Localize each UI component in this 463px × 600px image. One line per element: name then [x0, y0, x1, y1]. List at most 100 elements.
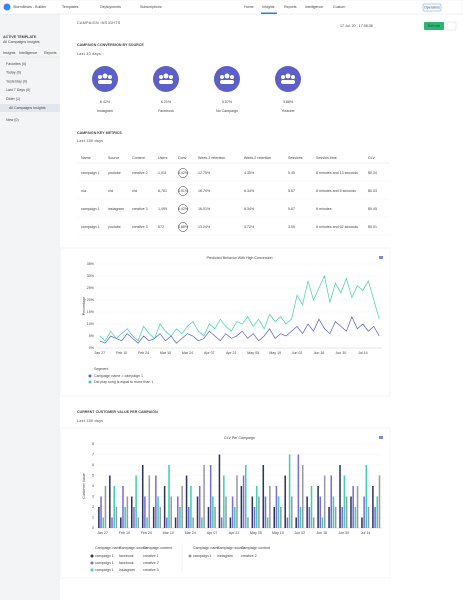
bar [214, 507, 216, 528]
bar [236, 475, 238, 528]
x-tick-label: May 19 [269, 351, 281, 355]
bar [174, 517, 177, 528]
x-tick-label: Apr 07 [207, 531, 218, 535]
bar [209, 465, 212, 528]
y-tick-label: 5 [92, 473, 94, 477]
bar [144, 496, 146, 528]
operators-button[interactable] [422, 3, 442, 12]
y-tick-label: 20% [87, 298, 95, 302]
bar [273, 507, 276, 528]
chart-title: CLV Per Campaign [224, 436, 255, 440]
table-cell: $0.51 [368, 225, 377, 229]
bar [264, 496, 267, 528]
nav-tab[interactable]: Reports [284, 5, 297, 9]
legend-entry[interactable]: campaign 1 [95, 561, 114, 565]
sidebar-item[interactable]: Older (1) [6, 97, 20, 101]
bar [179, 507, 181, 528]
table-header: Users [158, 156, 168, 160]
bar [308, 507, 311, 528]
legend-entry[interactable]: Campaign name = campaign 1 [94, 374, 143, 378]
nav-menu[interactable]: Subscriptions [140, 5, 162, 9]
legend-entry[interactable]: campaign 1 [95, 554, 114, 558]
nav-tab[interactable]: Home [244, 5, 254, 9]
y-tick-label: 6 [92, 463, 94, 467]
table-cell: 13.24% [198, 225, 211, 229]
table-cell: $0.34 [368, 171, 377, 175]
bar [225, 496, 227, 528]
bar [310, 486, 313, 528]
x-tick-label: May 19 [272, 531, 284, 535]
bar [253, 507, 256, 528]
sidebar-item[interactable]: Yesterday (0) [6, 79, 27, 83]
bar [152, 507, 155, 528]
legend-entry[interactable]: facebook [119, 561, 134, 565]
bar [280, 507, 282, 528]
table-cell: 12.75% [198, 171, 211, 175]
sidebar-item[interactable]: Favorites (0) [6, 62, 26, 66]
conversion-label: Instagram [97, 109, 113, 113]
sidebar-item[interactable]: New (0) [6, 118, 19, 122]
nav-menu[interactable]: Deployments [100, 5, 121, 9]
x-tick-label: Jul 14 [358, 351, 368, 355]
sidebar-item[interactable]: Today (0) [6, 71, 21, 75]
x-tick-label: Mar 10 [160, 351, 171, 355]
refresh-label[interactable]: Refresh [428, 24, 441, 28]
legend-entry[interactable]: campaign 1 [193, 554, 212, 558]
legend-header: Campaign name [193, 546, 219, 550]
bar [284, 475, 286, 528]
y-tick-label: 10% [87, 322, 95, 326]
legend-entry[interactable]: instagram [119, 568, 135, 572]
x-tick-label: Apr 21 [229, 531, 240, 535]
legend-header: Campaign content [143, 546, 172, 550]
nav-menu[interactable]: Templates [62, 5, 79, 9]
legend-entry[interactable]: creative 2 [143, 561, 159, 565]
bar [124, 507, 126, 528]
chart-menu[interactable] [379, 436, 383, 439]
legend-swatch [90, 561, 94, 565]
legend-entry[interactable]: creative 2 [241, 554, 257, 558]
table-cell: 4.35% [244, 171, 255, 175]
nav-tab[interactable]: Custom [333, 5, 345, 9]
table-cell: 1,011 [158, 171, 167, 175]
sidebar-selected[interactable]: All Campaigns Insights [9, 106, 46, 110]
bar [319, 496, 322, 528]
table-cell: 8 minutes and 13 seconds [316, 171, 358, 175]
bar [262, 465, 265, 528]
x-tick-label: Mar 24 [182, 351, 193, 355]
bar [187, 507, 190, 528]
table-header: Week-2 retention [244, 156, 271, 160]
nav-tab[interactable]: Intelligence [305, 5, 323, 9]
bar [163, 486, 166, 528]
legend-entry[interactable]: facebook [119, 554, 134, 558]
bar [170, 496, 172, 528]
conv-badge [178, 222, 188, 232]
bar [251, 496, 254, 528]
bar [317, 486, 319, 528]
legend-entry[interactable]: Did play song is equal to more than 1 [94, 380, 153, 384]
icon-head [159, 75, 163, 79]
refresh-button[interactable] [424, 22, 444, 30]
operators-label[interactable]: Operators [424, 5, 440, 9]
date-range[interactable]: 17 Jul, 20 - 17:08:36 [340, 24, 373, 28]
legend-entry[interactable]: instagram [217, 554, 233, 558]
bar [113, 486, 115, 528]
x-tick-label: Jun 16 [314, 351, 325, 355]
conv-badge [178, 186, 188, 196]
sidebar-item[interactable]: Last 7 Days (0) [6, 88, 30, 92]
icon-head [291, 75, 295, 79]
download-button[interactable] [446, 21, 457, 31]
bar [312, 517, 315, 528]
icon-head [163, 73, 169, 79]
legend-entry[interactable]: campaign 1 [95, 568, 114, 572]
bar [185, 475, 188, 528]
sidebar-tab[interactable]: Reports [44, 51, 57, 55]
bar [321, 517, 324, 528]
chart-menu[interactable] [379, 256, 383, 259]
legend-entry[interactable]: creative 1 [143, 554, 159, 558]
legend-entry[interactable]: creative 3 [143, 568, 159, 572]
table-cell: creative 3 [132, 225, 148, 229]
nav-tab[interactable]: Insights [262, 5, 275, 9]
sidebar-tab[interactable]: Insights [3, 51, 16, 55]
sidebar-tab[interactable]: Intelligence [19, 51, 37, 55]
bar [141, 465, 144, 528]
